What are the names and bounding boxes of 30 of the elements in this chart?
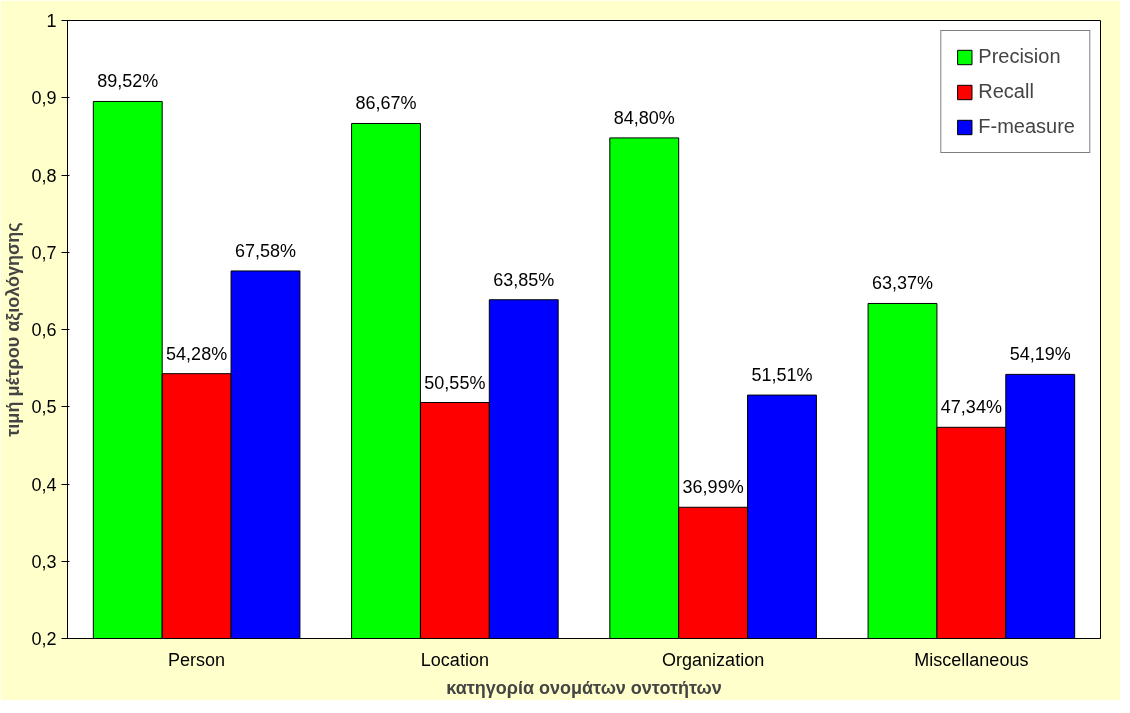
data-label: 54,19% (1009, 344, 1071, 365)
y-tick-label: 0,8 (31, 165, 57, 186)
y-tick-label: 0,9 (31, 88, 57, 109)
legend-label: Recall (978, 80, 1034, 103)
y-tick-label: 0,4 (31, 474, 57, 495)
data-label: 50,55% (424, 372, 486, 393)
data-label: 63,37% (871, 273, 934, 294)
data-label: 36,99% (682, 477, 744, 498)
y-tick-label: 0,5 (31, 397, 57, 418)
y-tick-label: 0,2 (31, 629, 57, 649)
x-tick-label: Location (420, 649, 489, 670)
y-tick-label: 0,6 (31, 320, 57, 340)
y-tick-label: 1 (46, 11, 57, 31)
data-label: 67,58% (234, 240, 297, 261)
data-label: 54,28% (166, 343, 228, 364)
data-label: 89,52% (97, 71, 159, 92)
x-tick-label: Organization (662, 649, 765, 670)
data-label: 47,34% (940, 397, 1002, 418)
y-tick-label: 0,3 (31, 551, 57, 572)
legend-label: Precision (978, 45, 1061, 68)
data-label: 86,67% (355, 93, 417, 114)
data-label: 51,51% (751, 365, 813, 386)
x-tick-label: Miscellaneous (914, 649, 1029, 670)
data-label: 84,80% (613, 107, 675, 128)
x-axis-title: κατηγορία ονομάτων οντοτήτων (446, 677, 722, 698)
y-tick-label: 0,7 (31, 242, 57, 263)
x-tick-label: Person (168, 649, 226, 670)
y-axis-title: τιμή μέτρου αξιολόγησης (3, 222, 25, 437)
legend-label: F-measure (978, 115, 1075, 138)
data-label: 63,85% (493, 269, 555, 290)
